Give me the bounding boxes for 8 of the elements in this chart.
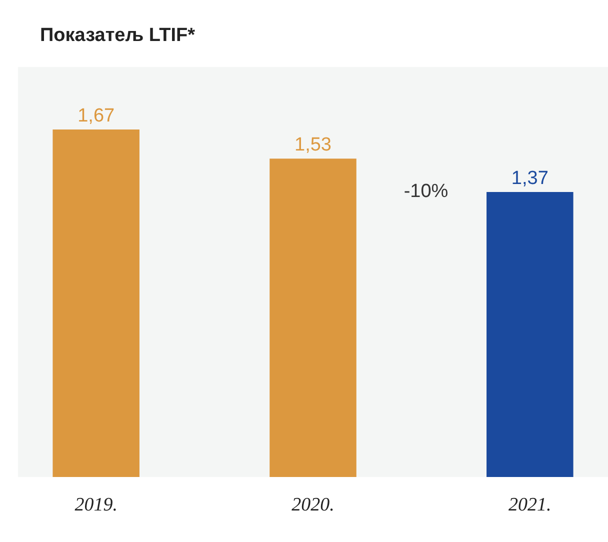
data-label: 1,37 xyxy=(511,168,548,189)
annotation: -10% xyxy=(404,181,448,202)
x-tick-label: 2020. xyxy=(292,494,334,516)
x-tick-label: 2019. xyxy=(74,494,118,516)
x-tick-label: 2021. xyxy=(508,494,552,516)
chart-title: Показатељ LTIF* xyxy=(40,25,196,46)
data-label: 1,53 xyxy=(294,134,332,156)
data-label: 1,67 xyxy=(78,106,115,127)
